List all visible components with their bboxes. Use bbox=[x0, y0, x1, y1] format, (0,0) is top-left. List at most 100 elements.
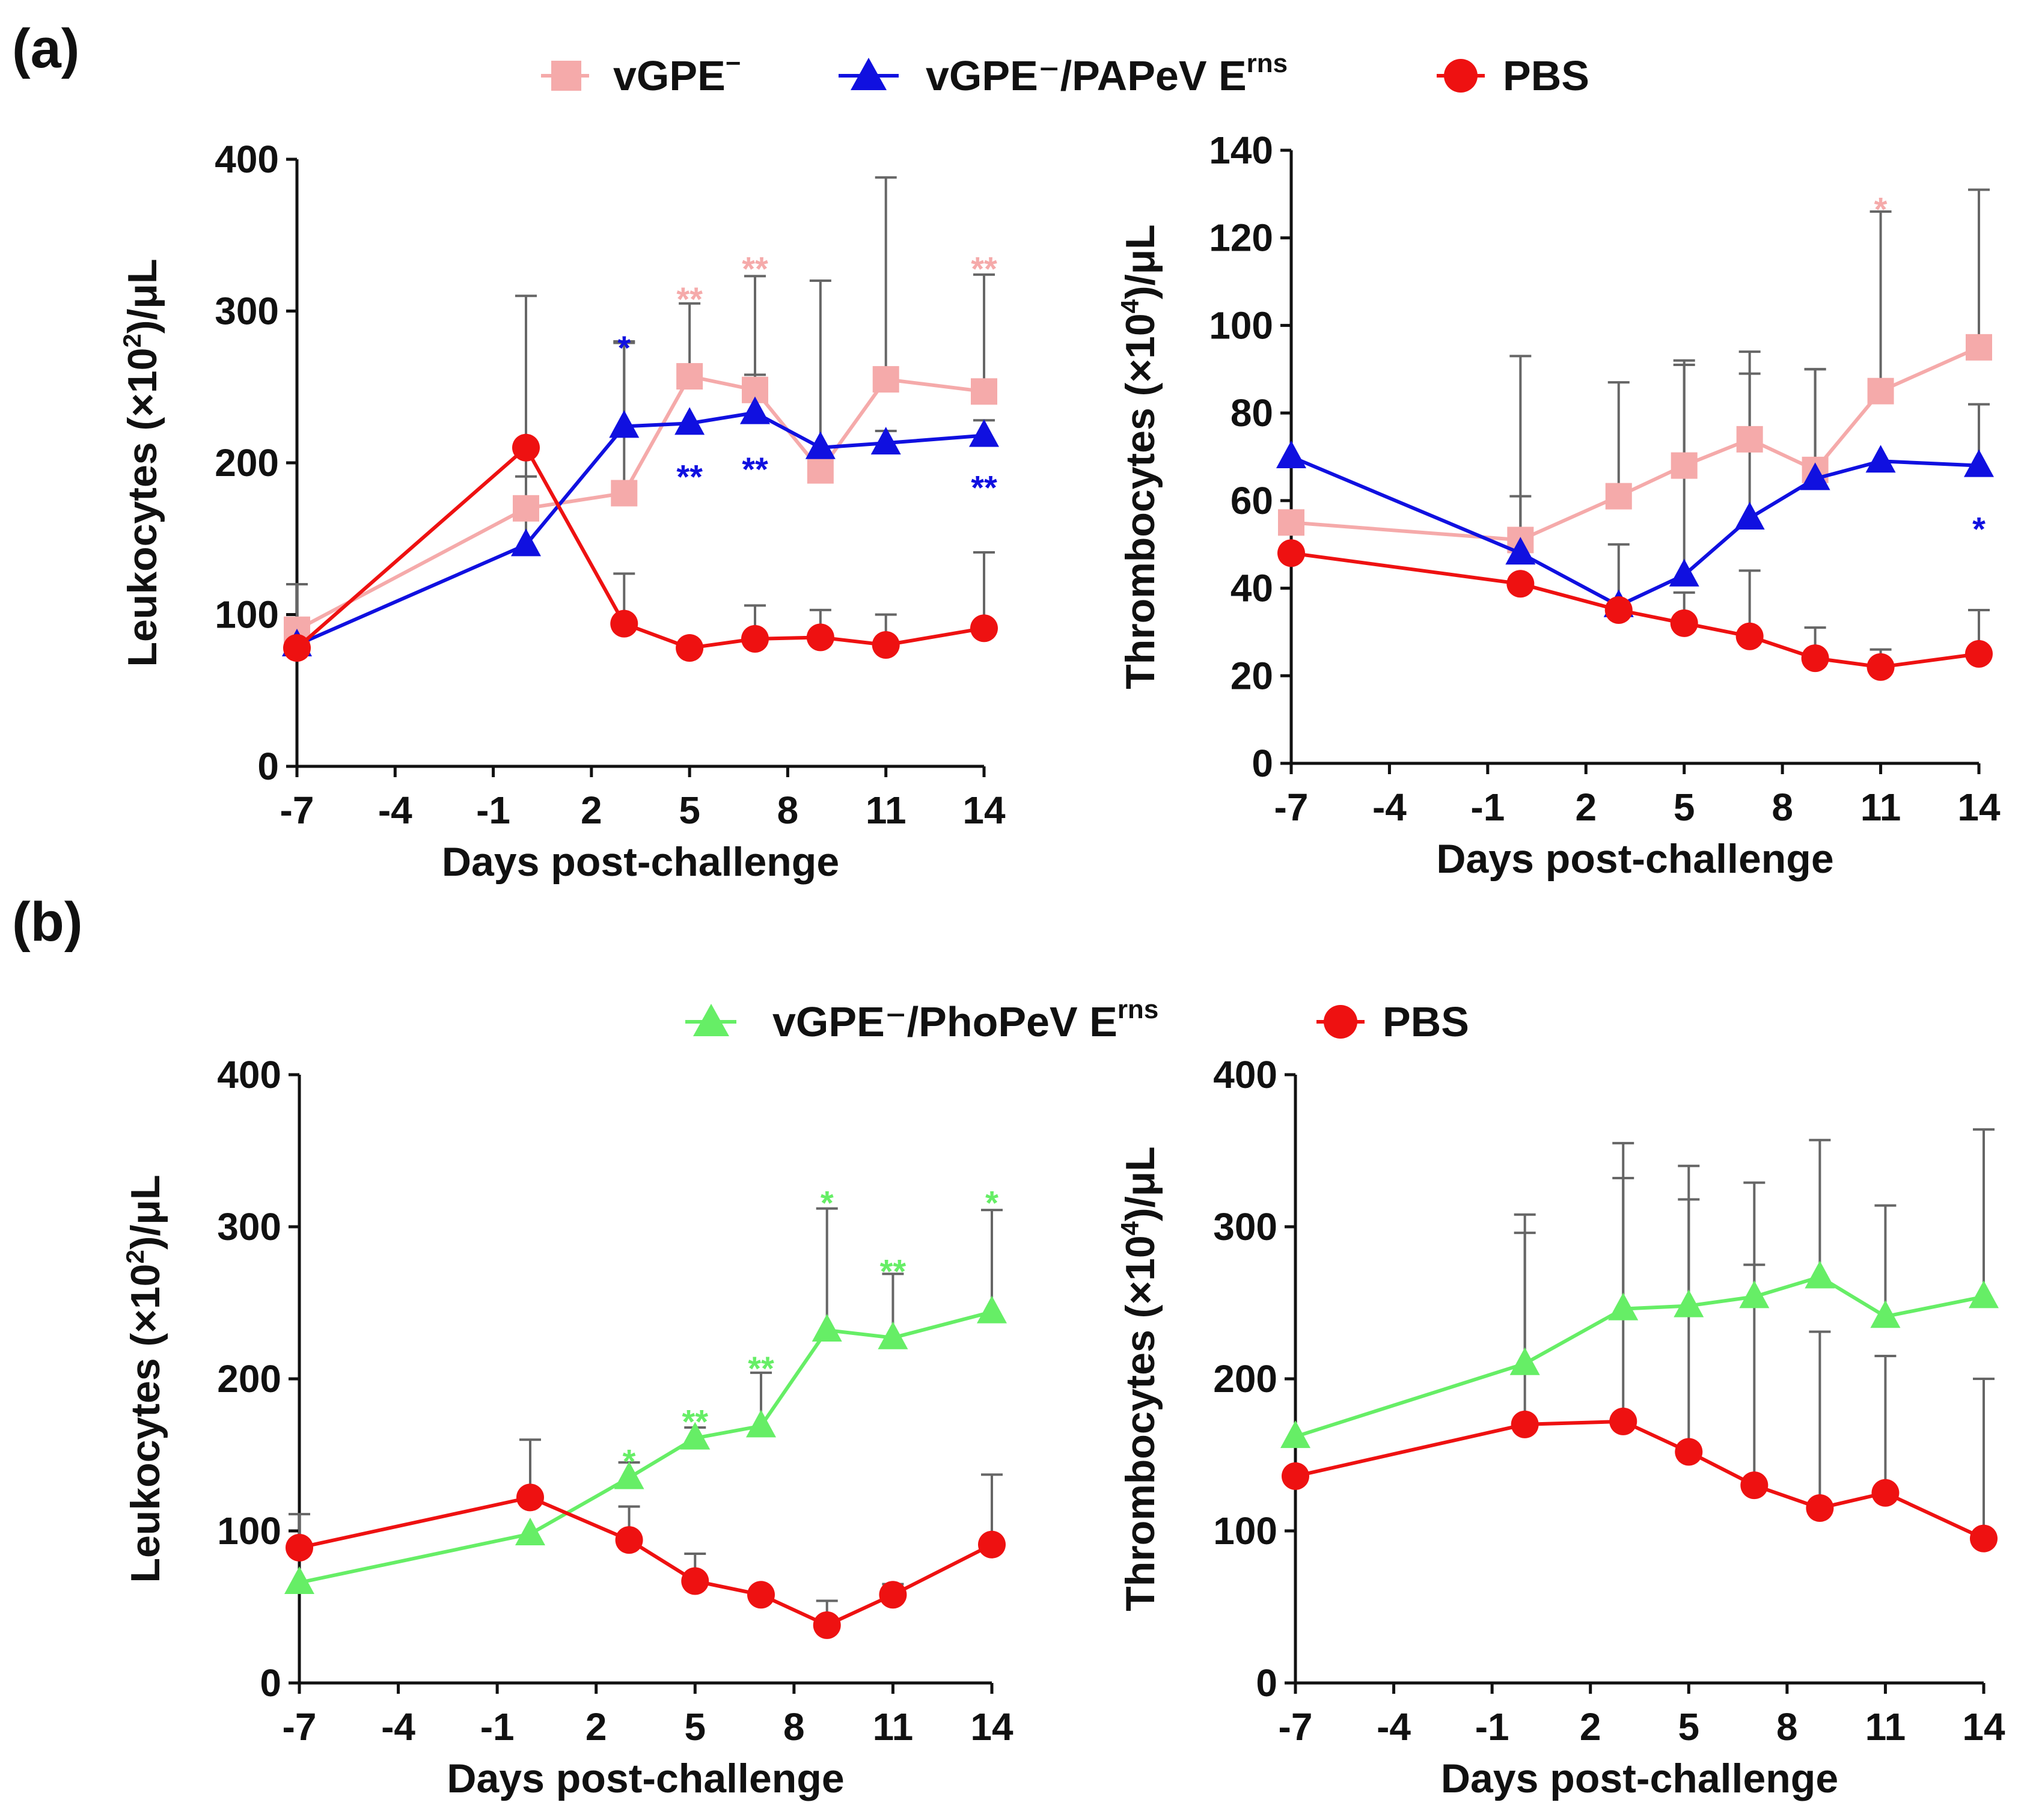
data-point-vgpe bbox=[807, 457, 834, 484]
data-point-pbs bbox=[747, 1581, 775, 1609]
data-point-phopev bbox=[1608, 1292, 1639, 1321]
significance-phopev: ** bbox=[748, 1349, 774, 1387]
x-axis-title: Days post-challenge bbox=[447, 1756, 844, 1801]
y-axis-title-sup: 4 bbox=[1116, 1221, 1144, 1235]
series-line-papev bbox=[296, 411, 985, 647]
significance-phopev: ** bbox=[682, 1403, 708, 1441]
x-tick-label: -4 bbox=[381, 1705, 415, 1748]
data-point-pbs bbox=[1609, 1407, 1637, 1435]
significance-phopev: * bbox=[821, 1183, 834, 1221]
x-tick-label: -1 bbox=[1470, 786, 1505, 829]
data-point-pbs bbox=[978, 1530, 1006, 1559]
y-axis-title-sup: 2 bbox=[118, 334, 146, 347]
data-point-papev bbox=[740, 396, 770, 424]
chart-b-thrombocytes: 0 100 200 300 400 -7 -4 -1 2 5 8 11 14 Days post-chal… bbox=[1116, 1053, 2005, 1801]
data-point-phopev bbox=[1509, 1347, 1540, 1375]
significance-phopev: * bbox=[985, 1183, 998, 1221]
x-tick-label: -1 bbox=[1475, 1705, 1509, 1748]
legend-marker-pbs-a bbox=[1444, 59, 1478, 93]
y-axis-title-sup: 4 bbox=[1116, 299, 1144, 313]
data-point-pbs bbox=[283, 634, 311, 662]
y-axis-title-main: Leukocytes (×10 bbox=[120, 347, 165, 667]
x-tick-label: 8 bbox=[777, 789, 799, 832]
data-point-pbs bbox=[1282, 1462, 1309, 1490]
data-point-vgpe bbox=[1966, 334, 1992, 361]
y-axis-title-main: Leukocytes (×10 bbox=[123, 1263, 168, 1583]
data-point-pbs bbox=[1511, 1410, 1539, 1438]
legend-marker-vgpe bbox=[551, 61, 581, 91]
x-axis-title: Days post-challenge bbox=[1436, 836, 1833, 882]
x-tick-label: -1 bbox=[476, 789, 510, 832]
y-axis-title: Thrombocytes (×104)/μL bbox=[1116, 224, 1163, 689]
y-tick-label: 0 bbox=[1252, 742, 1273, 785]
significance-vgpe: ** bbox=[971, 250, 997, 288]
data-point-pbs bbox=[676, 634, 704, 662]
legend-item-pbs-b: PBS bbox=[1316, 998, 1469, 1045]
significance-papev: * bbox=[617, 329, 631, 367]
x-tick-label: -7 bbox=[1279, 1705, 1313, 1748]
significance-papev: * bbox=[1972, 510, 1986, 548]
x-tick-label: 11 bbox=[1865, 1705, 1906, 1748]
data-point-phopev bbox=[515, 1518, 545, 1546]
panel-label-a: (a) bbox=[12, 18, 79, 79]
x-tick-label: 2 bbox=[585, 1705, 607, 1748]
data-point-phopev bbox=[1674, 1289, 1704, 1318]
y-axis-title-main: Thrombocytes (×10 bbox=[1117, 1235, 1163, 1611]
y-axis-title-tail: )/μL bbox=[1117, 224, 1163, 299]
x-tick-label: 11 bbox=[873, 1705, 914, 1748]
y-tick-label: 0 bbox=[257, 745, 279, 788]
data-point-phopev bbox=[1870, 1300, 1901, 1328]
series-line-papev bbox=[1290, 455, 1980, 608]
legend-label-vgpe: vGPE− bbox=[613, 49, 741, 99]
x-tick-label: -7 bbox=[280, 789, 314, 832]
data-point-pbs bbox=[1965, 640, 1993, 668]
data-point-pbs bbox=[1806, 1494, 1834, 1522]
data-point-vgpe bbox=[971, 378, 997, 405]
chart-a-thrombocytes: 0 20 40 60 80 100 120 140 -7 -4 -1 2 5 8 11 14 Days post… bbox=[1116, 129, 2001, 882]
y-tick-label: 100 bbox=[1209, 304, 1273, 347]
x-tick-label: -4 bbox=[1377, 1705, 1411, 1748]
legend-marker-phopev bbox=[693, 1004, 729, 1036]
legend-label-phopev: vGPE⁻/PhoPeV Erns bbox=[772, 995, 1158, 1045]
y-tick-label: 100 bbox=[215, 593, 279, 637]
series-line-phopev bbox=[1295, 1275, 1984, 1438]
data-point-pbs bbox=[741, 624, 769, 653]
data-point-phopev bbox=[812, 1314, 842, 1342]
y-axis-title: Thrombocytes (×104)/μL bbox=[1116, 1146, 1163, 1611]
y-tick-label: 140 bbox=[1209, 129, 1273, 172]
data-point-pbs bbox=[1277, 539, 1305, 567]
y-tick-label: 400 bbox=[217, 1053, 281, 1096]
significance-papev: ** bbox=[971, 468, 997, 506]
x-tick-label: 14 bbox=[962, 789, 1006, 832]
y-tick-label: 60 bbox=[1231, 479, 1273, 522]
x-axis-title: Days post-challenge bbox=[1441, 1756, 1838, 1801]
data-point-papev bbox=[1669, 558, 1699, 587]
data-point-pbs bbox=[516, 1483, 544, 1512]
data-point-vgpe bbox=[1605, 483, 1632, 510]
data-point-pbs bbox=[970, 614, 998, 643]
data-point-papev bbox=[870, 427, 901, 455]
series-line-pbs bbox=[296, 445, 985, 650]
data-point-pbs bbox=[1970, 1524, 1998, 1553]
data-point-vgpe bbox=[1736, 426, 1763, 453]
data-point-phopev bbox=[977, 1295, 1007, 1324]
data-point-vgpe bbox=[611, 480, 638, 507]
legend-label-pbs-b: PBS bbox=[1383, 998, 1469, 1045]
data-point-vgpe bbox=[872, 366, 899, 393]
data-point-pbs bbox=[1740, 1471, 1769, 1500]
data-point-papev bbox=[511, 528, 541, 557]
y-tick-label: 200 bbox=[217, 1357, 281, 1400]
data-point-vgpe bbox=[513, 495, 539, 522]
legend-b: vGPE⁻/PhoPeV Erns PBS bbox=[685, 995, 1469, 1045]
data-point-phopev bbox=[1969, 1280, 1999, 1309]
legend-label-pbs-a: PBS bbox=[1503, 52, 1589, 99]
legend-a: vGPE− vGPE⁻/PAPeV Erns PBS bbox=[541, 49, 1589, 99]
chart-a-leukocytes: 0 100 200 300 400 -7 -4 -1 2 5 8 11 14 Days post-chal… bbox=[118, 138, 1006, 885]
legend-item-vgpe: vGPE− bbox=[541, 49, 741, 99]
legend-marker-papev bbox=[851, 58, 887, 90]
x-tick-label: 11 bbox=[1860, 786, 1901, 829]
data-point-pbs bbox=[1866, 653, 1895, 681]
x-tick-label: 11 bbox=[866, 789, 906, 832]
y-tick-label: 400 bbox=[215, 138, 279, 181]
y-axis-title: Leukocytes (×102)/μL bbox=[121, 1174, 168, 1583]
